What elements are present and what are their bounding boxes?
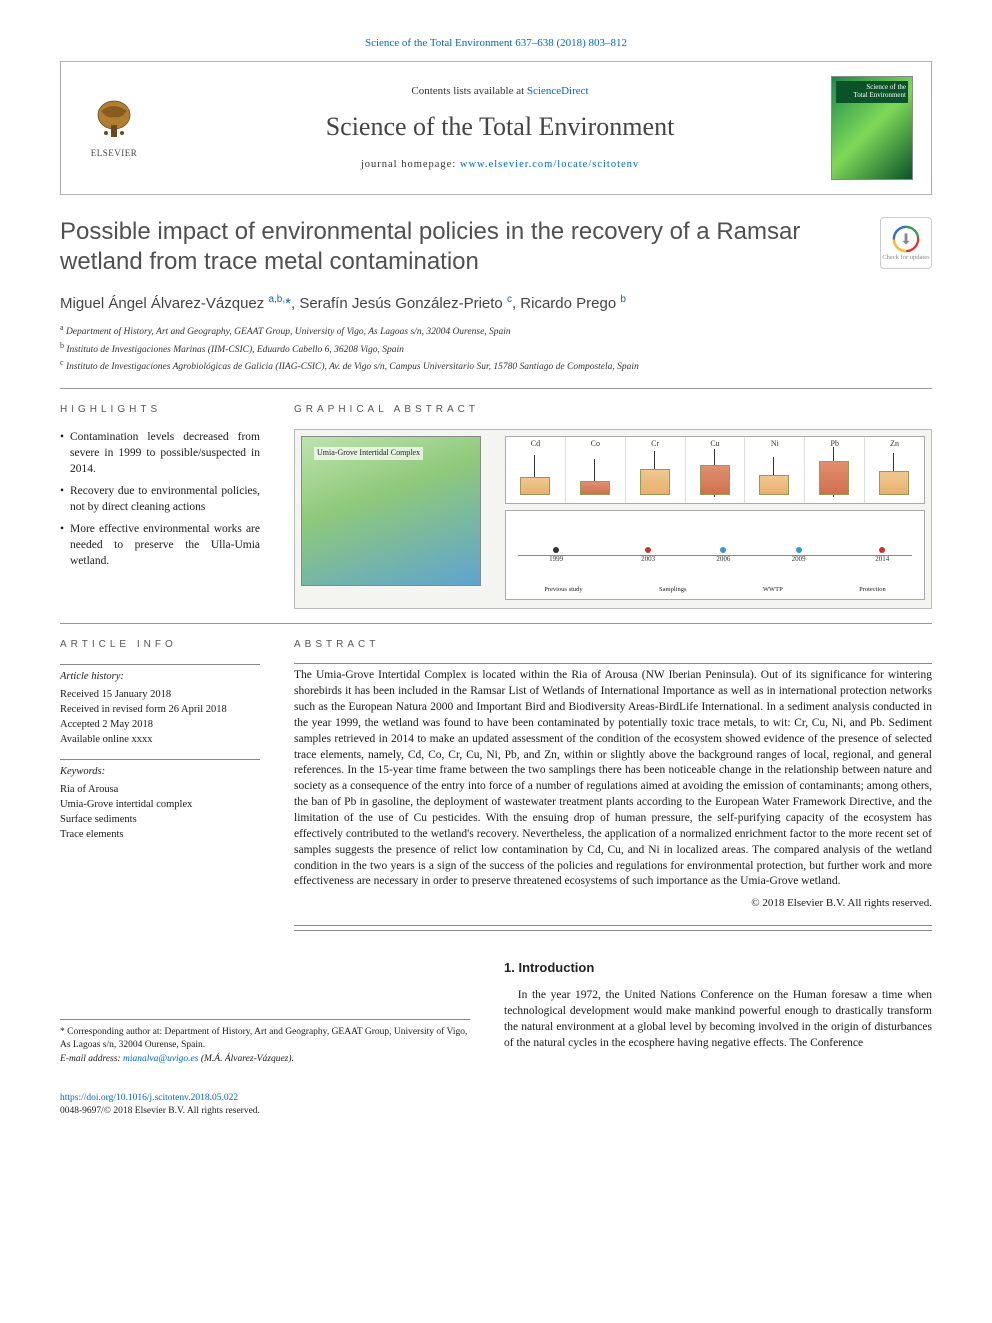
publisher-name: ELSEVIER	[91, 147, 138, 159]
ga-map-title: Umia-Grove Intertidal Complex	[314, 447, 423, 460]
running-header-link[interactable]: Science of the Total Environment 637–638…	[365, 37, 627, 49]
author-3: Ricardo Prego	[520, 295, 616, 312]
divider	[294, 663, 932, 664]
corresponding-star-icon: *	[285, 295, 291, 312]
email-label: E-mail address:	[60, 1054, 121, 1064]
ga-leg: Previous study	[544, 586, 582, 595]
ga-leg: Samplings	[659, 586, 686, 595]
ga-year: 2009	[792, 555, 806, 563]
ga-el: Co	[566, 439, 625, 450]
keyword: Trace elements	[60, 827, 260, 842]
footer: https://doi.org/10.1016/j.scitotenv.2018…	[60, 1092, 932, 1119]
running-header: Science of the Total Environment 637–638…	[60, 36, 932, 51]
issn-copyright: 0048-9697/© 2018 Elsevier B.V. All right…	[60, 1106, 260, 1116]
publisher-logo: ELSEVIER	[79, 97, 149, 159]
author-2-affil: c	[507, 294, 512, 305]
ga-year: 2014	[875, 555, 889, 563]
introduction-text: In the year 1972, the United Nations Con…	[504, 987, 932, 1051]
abstract-copyright: © 2018 Elsevier B.V. All rights reserved…	[294, 896, 932, 911]
highlight-item: More effective environmental works are n…	[60, 521, 260, 569]
affil-sup: a	[60, 323, 64, 332]
author-1: Miguel Ángel Álvarez-Vázquez	[60, 295, 264, 312]
doi-link[interactable]: https://doi.org/10.1016/j.scitotenv.2018…	[60, 1093, 238, 1103]
keyword: Ria of Arousa	[60, 782, 260, 797]
highlights-section: HIGHLIGHTS Contamination levels decrease…	[60, 403, 260, 609]
corresponding-footnote: * Corresponding author at: Department of…	[60, 1019, 470, 1066]
crossmark-icon	[892, 225, 920, 253]
abstract-heading: ABSTRACT	[294, 638, 932, 652]
ga-el: Cu	[686, 439, 745, 450]
article-info-section: ARTICLE INFO Article history: Received 1…	[60, 638, 260, 935]
affil-text: Department of History, Art and Geography…	[66, 327, 511, 337]
corr-note: Corresponding author at: Department of H…	[60, 1027, 467, 1050]
ga-heading: GRAPHICAL ABSTRACT	[294, 403, 932, 417]
divider	[60, 623, 932, 624]
history-line: Received 15 January 2018	[60, 687, 260, 702]
author-2: Serafín Jesús González-Prieto	[299, 295, 502, 312]
masthead: ELSEVIER Contents lists available at Sci…	[60, 61, 932, 195]
divider	[60, 759, 260, 760]
divider	[60, 664, 260, 665]
keywords-heading: Keywords:	[60, 764, 260, 779]
ga-map: Umia-Grove Intertidal Complex	[301, 436, 481, 586]
article-title: Possible impact of environmental policie…	[60, 217, 864, 277]
elsevier-tree-icon	[91, 97, 137, 143]
highlight-item: Recovery due to environmental policies, …	[60, 483, 260, 515]
ga-el: Ni	[745, 439, 804, 450]
divider	[294, 930, 932, 931]
introduction-heading: 1. Introduction	[504, 959, 932, 977]
keyword: Umia-Grove intertidal complex	[60, 797, 260, 812]
history-line: Accepted 2 May 2018	[60, 717, 260, 732]
ga-el: Cr	[626, 439, 685, 450]
ga-year: 2006	[716, 555, 730, 563]
author-1-affil: a,b,	[268, 294, 285, 305]
divider	[60, 388, 932, 389]
homepage-prefix: journal homepage:	[361, 159, 460, 170]
graphical-abstract-section: GRAPHICAL ABSTRACT Umia-Grove Intertidal…	[294, 403, 932, 609]
authors-line: Miguel Ángel Álvarez-Vázquez a,b,*, Sera…	[60, 293, 932, 314]
check-updates-label: Check for updates	[882, 255, 929, 262]
ga-el: Pb	[805, 439, 864, 450]
ga-leg: Protection	[859, 586, 886, 595]
corr-email-link[interactable]: mianalva@uvigo.es	[123, 1054, 199, 1064]
highlights-heading: HIGHLIGHTS	[60, 403, 260, 417]
history-line: Available online xxxx	[60, 732, 260, 747]
cover-label-2: Total Environment	[853, 91, 906, 99]
left-footnote-column: * Corresponding author at: Department of…	[60, 959, 470, 1066]
history-line: Received in revised form 26 April 2018	[60, 702, 260, 717]
keyword: Surface sediments	[60, 812, 260, 827]
abstract-section: ABSTRACT The Umia-Grove Intertidal Compl…	[294, 638, 932, 935]
author-3-affil: b	[620, 294, 626, 305]
journal-title: Science of the Total Environment	[169, 109, 831, 144]
ga-year: 2003	[641, 555, 655, 563]
affil-sup: b	[60, 341, 64, 350]
abstract-text: The Umia-Grove Intertidal Complex is loc…	[294, 668, 932, 890]
sciencedirect-link[interactable]: ScienceDirect	[527, 85, 589, 97]
email-suffix: (M.Á. Álvarez-Vázquez).	[201, 1054, 294, 1064]
affil-sup: c	[60, 358, 64, 367]
highlight-item: Contamination levels decreased from seve…	[60, 429, 260, 477]
ga-timeline: 1999 2003 2006 2009 2014 Previous study …	[505, 510, 925, 600]
article-info-heading: ARTICLE INFO	[60, 638, 260, 653]
affil-text: Instituto de Investigaciones Agrobiológi…	[66, 362, 639, 372]
ga-el: Cd	[506, 439, 565, 450]
ga-boxplots: Cd Co Cr Cu Ni Pb Zn	[505, 436, 925, 504]
ga-el: Zn	[865, 439, 924, 450]
graphical-abstract-figure: Umia-Grove Intertidal Complex Cd Co Cr C…	[294, 429, 932, 609]
affil-text: Instituto de Investigaciones Marinas (II…	[66, 345, 403, 355]
contents-prefix: Contents lists available at	[411, 85, 526, 97]
check-updates-badge[interactable]: Check for updates	[880, 217, 932, 269]
journal-cover-thumb: Science of the Total Environment	[831, 76, 913, 180]
corr-star-icon: *	[60, 1027, 65, 1037]
divider	[294, 925, 932, 926]
history-heading: Article history:	[60, 669, 260, 684]
ga-year: 1999	[549, 555, 563, 563]
introduction-column: 1. Introduction In the year 1972, the Un…	[504, 959, 932, 1066]
masthead-center: Contents lists available at ScienceDirec…	[169, 84, 831, 172]
affiliations: a Department of History, Art and Geograp…	[60, 322, 932, 374]
homepage-link[interactable]: www.elsevier.com/locate/scitotenv	[460, 159, 639, 170]
ga-leg: WWTP	[763, 586, 783, 595]
